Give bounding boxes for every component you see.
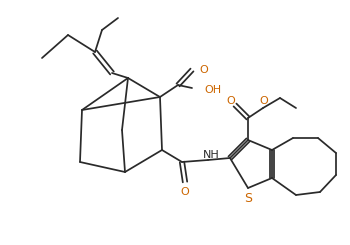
Text: OH: OH: [204, 85, 221, 95]
Text: O: O: [181, 187, 189, 197]
Text: O: O: [199, 65, 208, 75]
Text: O: O: [227, 96, 235, 106]
Text: S: S: [244, 192, 252, 205]
Text: O: O: [260, 96, 268, 106]
Text: NH: NH: [203, 150, 219, 160]
